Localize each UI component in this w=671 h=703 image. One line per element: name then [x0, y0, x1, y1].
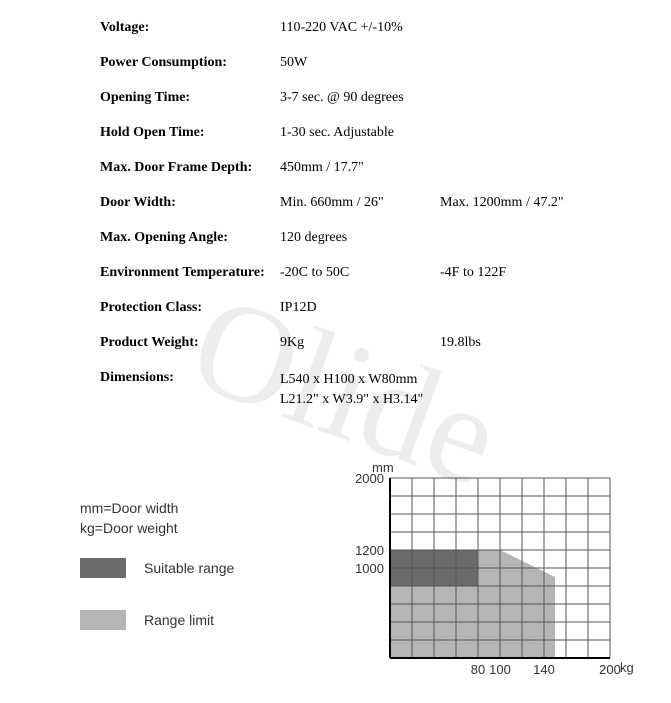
- spec-value: 9Kg: [280, 335, 440, 351]
- chart-svg: 20001200100080100140200mmkg: [330, 458, 650, 698]
- x-tick-label: 140: [533, 662, 555, 677]
- spec-row: Power Consumption:50W: [100, 55, 660, 71]
- spec-label: Opening Time:: [100, 90, 280, 106]
- y-tick-label: 1000: [355, 561, 384, 576]
- spec-label: Max. Opening Angle:: [100, 230, 280, 246]
- spec-row: Max. Opening Angle:120 degrees: [100, 230, 660, 246]
- spec-value: Min. 660mm / 26": [280, 195, 440, 211]
- spec-value: 1-30 sec. Adjustable: [280, 125, 440, 141]
- spec-value: 120 degrees: [280, 230, 440, 246]
- spec-row: Protection Class:IP12D: [100, 300, 660, 316]
- range-chart: 20001200100080100140200mmkg: [330, 458, 650, 698]
- spec-row: Hold Open Time:1-30 sec. Adjustable: [100, 125, 660, 141]
- chart-legend: mm=Door width kg=Door weight Suitable ra…: [80, 500, 234, 630]
- spec-value: L540 x H100 x W80mmL21.2" x W3.9" x H3.1…: [280, 370, 540, 409]
- legend-limit-row: Range limit: [80, 610, 234, 630]
- spec-value: -20C to 50C: [280, 265, 440, 281]
- spec-label: Hold Open Time:: [100, 125, 280, 141]
- spec-row: Opening Time:3-7 sec. @ 90 degrees: [100, 90, 660, 106]
- spec-row: Max. Door Frame Depth:450mm / 17.7": [100, 160, 660, 176]
- spec-label: Protection Class:: [100, 300, 280, 316]
- spec-row: Environment Temperature:-20C to 50C-4F t…: [100, 265, 660, 281]
- spec-row: Dimensions:L540 x H100 x W80mmL21.2" x W…: [100, 370, 660, 409]
- spec-value-tertiary: Max. 1200mm / 47.2": [440, 195, 564, 211]
- spec-value: 3-7 sec. @ 90 degrees: [280, 90, 440, 106]
- swatch-limit: [80, 610, 126, 630]
- spec-label: Door Width:: [100, 195, 280, 211]
- x-tick-label: 100: [489, 662, 511, 677]
- spec-label: Max. Door Frame Depth:: [100, 160, 280, 176]
- swatch-suitable: [80, 558, 126, 578]
- spec-value: 450mm / 17.7": [280, 160, 440, 176]
- spec-value: 110-220 VAC +/-10%: [280, 20, 440, 36]
- spec-label: Voltage:: [100, 20, 280, 36]
- legend-line-weight: kg=Door weight: [80, 520, 234, 536]
- y-tick-label: 1200: [355, 543, 384, 558]
- spec-value-secondary: 19.8lbs: [440, 335, 540, 351]
- spec-row: Door Width:Min. 660mm / 26"Max. 1200mm /…: [100, 195, 660, 211]
- spec-row: Voltage:110-220 VAC +/-10%: [100, 20, 660, 36]
- spec-label: Environment Temperature:: [100, 265, 280, 281]
- legend-suitable-label: Suitable range: [144, 560, 234, 576]
- spec-value: 50W: [280, 55, 440, 71]
- spec-value: IP12D: [280, 300, 440, 316]
- y-axis-label: mm: [372, 460, 394, 475]
- spec-row: Product Weight:9Kg19.8lbs: [100, 335, 660, 351]
- legend-suitable-row: Suitable range: [80, 558, 234, 578]
- x-axis-label: kg: [620, 660, 634, 675]
- x-tick-label: 200: [599, 662, 621, 677]
- legend-limit-label: Range limit: [144, 612, 214, 628]
- spec-value-tertiary: -4F to 122F: [440, 265, 506, 281]
- spec-label: Power Consumption:: [100, 55, 280, 71]
- spec-label: Dimensions:: [100, 370, 280, 386]
- spec-label: Product Weight:: [100, 335, 280, 351]
- legend-line-width: mm=Door width: [80, 500, 234, 516]
- x-tick-label: 80: [471, 662, 485, 677]
- spec-table: Voltage:110-220 VAC +/-10% Power Consumpt…: [100, 20, 660, 428]
